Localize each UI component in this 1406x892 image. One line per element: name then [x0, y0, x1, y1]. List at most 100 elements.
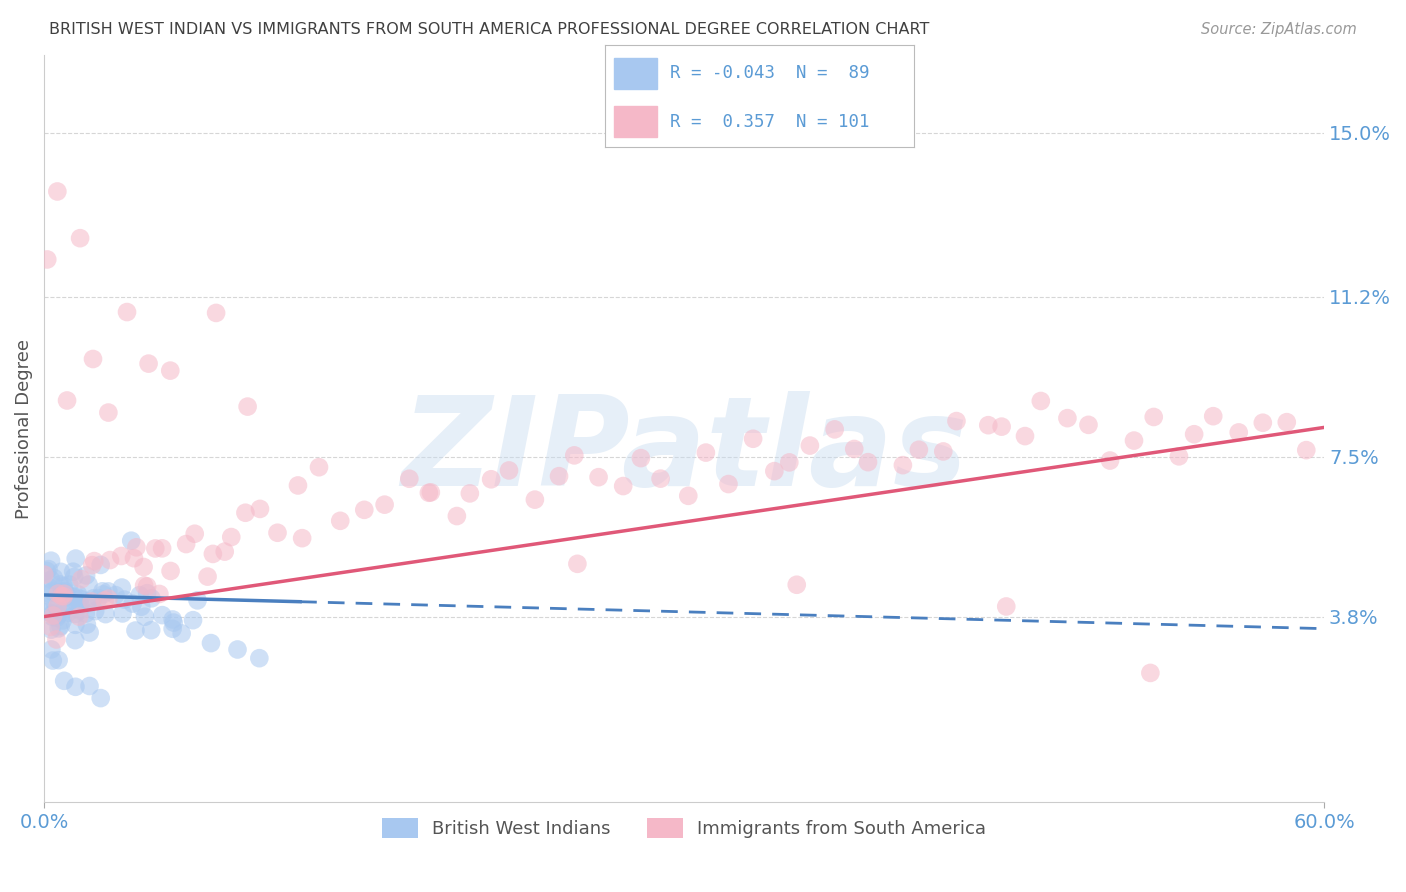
Point [159, 564, 181, 578]
Point [419, 485, 441, 500]
Point [66, 596, 89, 610]
Point [1139, 665, 1161, 680]
Legend: British West Indians, Immigrants from South America: British West Indians, Immigrants from So… [374, 811, 994, 846]
Point [1143, 409, 1166, 424]
Point [49, 565, 72, 579]
Point [52, 589, 75, 603]
Point [79, 625, 101, 640]
Point [51, 584, 73, 599]
Point [1168, 450, 1191, 464]
Point [77, 577, 100, 591]
Point [159, 363, 181, 377]
Point [201, 547, 224, 561]
Point [45, 632, 67, 647]
Point [39, 573, 62, 587]
Point [37, 586, 59, 600]
Point [39, 620, 62, 634]
Point [35, 564, 58, 578]
Point [38, 562, 60, 576]
Point [97, 591, 120, 606]
Point [205, 306, 228, 320]
Point [58, 577, 80, 591]
Point [630, 451, 652, 466]
Point [717, 477, 740, 491]
Point [308, 460, 330, 475]
Bar [614, 58, 657, 88]
Point [69, 604, 91, 618]
Point [97, 584, 120, 599]
Point [41, 623, 63, 637]
Point [51, 589, 73, 603]
Point [183, 526, 205, 541]
Text: R =  0.357  N = 101: R = 0.357 N = 101 [669, 112, 869, 130]
Point [79, 679, 101, 693]
Point [63, 591, 86, 605]
Point [46, 610, 69, 624]
Point [124, 624, 146, 638]
Point [181, 613, 204, 627]
Point [329, 514, 352, 528]
Point [37, 252, 59, 267]
Point [249, 502, 271, 516]
Point [148, 587, 170, 601]
Point [125, 541, 148, 555]
Point [1056, 411, 1078, 425]
Point [170, 626, 193, 640]
Point [138, 357, 160, 371]
Point [34, 567, 56, 582]
Point [75, 568, 97, 582]
Point [69, 231, 91, 245]
Point [51, 606, 73, 620]
Point [612, 479, 634, 493]
Point [132, 560, 155, 574]
Point [41, 584, 63, 599]
Point [1202, 409, 1225, 424]
Point [67, 609, 90, 624]
Point [200, 636, 222, 650]
Point [695, 445, 717, 459]
Point [214, 544, 236, 558]
Point [46, 586, 69, 600]
Point [41, 610, 63, 624]
Point [567, 557, 589, 571]
Point [786, 578, 808, 592]
Point [76, 594, 98, 608]
Point [49, 619, 72, 633]
Point [42, 594, 65, 608]
Point [111, 607, 134, 621]
Point [46, 608, 69, 623]
Text: R = -0.043  N =  89: R = -0.043 N = 89 [669, 64, 869, 82]
Point [65, 607, 87, 621]
Point [69, 591, 91, 606]
Point [76, 617, 98, 632]
Point [1098, 453, 1121, 467]
Point [121, 597, 143, 611]
Point [446, 509, 468, 524]
Point [479, 472, 502, 486]
Point [110, 549, 132, 563]
Point [163, 615, 186, 630]
Point [226, 642, 249, 657]
Point [742, 432, 765, 446]
Point [236, 400, 259, 414]
Point [53, 587, 76, 601]
Point [84, 604, 107, 618]
Point [46, 185, 69, 199]
Point [374, 498, 396, 512]
Point [247, 651, 270, 665]
Point [41, 642, 63, 657]
Point [65, 680, 87, 694]
Point [844, 442, 866, 456]
Point [162, 622, 184, 636]
Point [1014, 429, 1036, 443]
Point [650, 472, 672, 486]
Point [65, 590, 87, 604]
Point [90, 558, 112, 572]
Point [174, 537, 197, 551]
Point [69, 597, 91, 611]
Point [562, 449, 585, 463]
Point [56, 595, 79, 609]
Point [75, 607, 97, 621]
Point [52, 579, 75, 593]
Y-axis label: Professional Degree: Professional Degree [15, 339, 32, 519]
